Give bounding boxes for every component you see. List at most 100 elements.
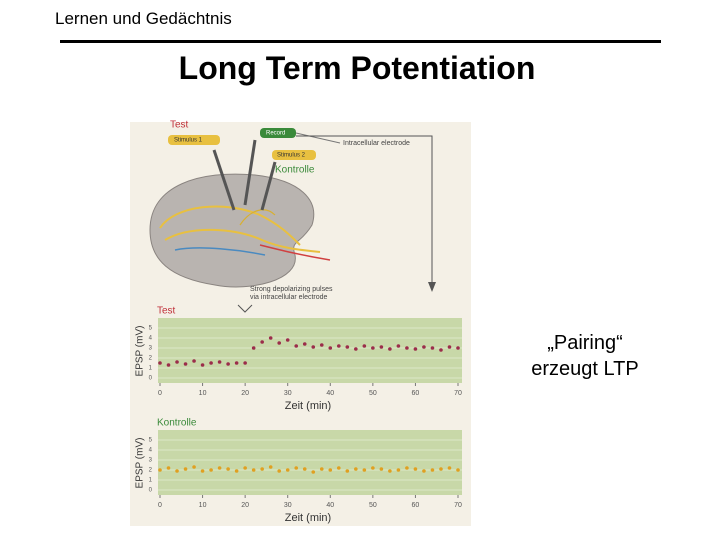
- data-point: [183, 362, 188, 366]
- data-point: [388, 347, 392, 351]
- data-point: [362, 344, 367, 348]
- electrode: [212, 149, 236, 211]
- plot-title: Kontrolle: [157, 418, 197, 429]
- data-point: [345, 345, 350, 349]
- data-point: [439, 348, 443, 352]
- data-point: [209, 468, 213, 472]
- data-point: [319, 467, 324, 471]
- data-point: [328, 346, 333, 350]
- data-point: [388, 469, 392, 473]
- data-point: [268, 336, 273, 340]
- data-point: [285, 468, 290, 472]
- data-point: [166, 363, 171, 367]
- data-point: [371, 346, 375, 350]
- fiber: [259, 244, 331, 261]
- data-point: [422, 345, 426, 349]
- y-axis-label: EPSP (mV): [135, 326, 146, 377]
- label-box: [168, 135, 220, 145]
- data-point: [166, 466, 171, 470]
- fiber: [164, 228, 321, 253]
- record: Record: [266, 131, 285, 137]
- plot-title: Test: [157, 306, 176, 317]
- note-line: erzeugt LTP: [531, 358, 639, 380]
- data-point: [328, 468, 333, 472]
- data-point: [226, 362, 230, 366]
- x-tick-label: 10: [199, 390, 207, 397]
- data-point: [405, 466, 409, 470]
- label-box: [272, 150, 316, 160]
- y-tick-label: 3: [149, 346, 153, 352]
- y-tick-label: 2: [149, 468, 153, 474]
- header-rule: [60, 40, 661, 43]
- data-point: [251, 346, 256, 350]
- data-point: [192, 465, 196, 469]
- bracket: [237, 304, 253, 313]
- y-tick-label: 1: [149, 478, 153, 484]
- x-tick-label: 20: [241, 390, 249, 397]
- data-point: [337, 344, 341, 348]
- data-point: [319, 343, 324, 347]
- data-point: [371, 466, 375, 470]
- data-point: [260, 467, 264, 471]
- test-label: Test: [170, 120, 189, 131]
- data-point: [345, 469, 350, 473]
- data-point: [192, 359, 196, 363]
- x-tick-label: 40: [326, 502, 334, 509]
- data-point: [226, 467, 230, 471]
- data-point: [158, 361, 162, 365]
- data-point: [379, 345, 384, 349]
- data-point: [234, 469, 239, 473]
- control-label: Kontrolle: [275, 165, 315, 176]
- y-tick-label: 5: [149, 326, 153, 332]
- x-tick-label: 70: [454, 502, 462, 509]
- plot-area: [158, 430, 462, 495]
- data-point: [354, 347, 358, 351]
- x-tick-label: 40: [326, 390, 334, 397]
- x-tick-label: 0: [158, 502, 162, 509]
- data-point: [268, 465, 273, 469]
- electrode-label: Intracellular electrode: [343, 140, 410, 147]
- x-tick-label: 30: [284, 390, 292, 397]
- y-tick-label: 4: [149, 448, 153, 454]
- label-box: [260, 128, 296, 138]
- data-point: [200, 363, 205, 367]
- fiber: [239, 209, 276, 226]
- arrow-head: [428, 282, 436, 292]
- data-point: [294, 344, 299, 348]
- y-tick-label: 0: [149, 488, 153, 494]
- note-line: „Pairing“: [547, 332, 623, 354]
- y-tick-label: 5: [149, 438, 153, 444]
- data-point: [456, 346, 460, 350]
- pulses: via intracellular electrode: [250, 294, 328, 301]
- x-tick-label: 70: [454, 390, 462, 397]
- leader: [295, 132, 341, 144]
- x-tick-label: 30: [284, 502, 292, 509]
- x-tick-label: 20: [241, 502, 249, 509]
- x-tick-label: 50: [369, 390, 377, 397]
- data-point: [277, 341, 282, 345]
- data-point: [277, 469, 282, 473]
- data-point: [439, 467, 443, 471]
- data-point: [405, 346, 409, 350]
- data-point: [354, 467, 358, 471]
- y-tick-label: 0: [149, 376, 153, 382]
- arrow: [296, 135, 433, 288]
- y-tick-label: 4: [149, 336, 153, 342]
- data-point: [447, 345, 452, 349]
- x-tick-label: 0: [158, 390, 162, 397]
- data-point: [362, 468, 367, 472]
- data-point: [311, 345, 316, 349]
- fiber: [159, 205, 301, 246]
- x-tick-label: 60: [412, 390, 420, 397]
- data-point: [183, 467, 188, 471]
- y-tick-label: 3: [149, 458, 153, 464]
- y-tick-label: 2: [149, 356, 153, 362]
- x-axis-label: Zeit (min): [285, 512, 331, 524]
- y-axis-label: EPSP (mV): [135, 438, 146, 489]
- data-point: [243, 466, 247, 470]
- y-tick-label: 1: [149, 366, 153, 372]
- x-tick-label: 10: [199, 502, 207, 509]
- data-point: [234, 361, 239, 365]
- x-tick-label: 50: [369, 502, 377, 509]
